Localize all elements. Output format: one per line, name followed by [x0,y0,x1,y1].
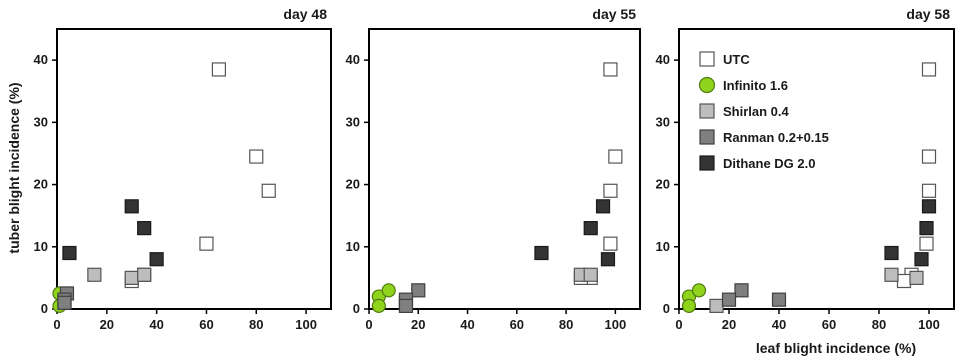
point-utc [896,273,912,289]
plot-frame [678,28,955,310]
point-dithane-dg-2-0 [149,252,164,267]
legend: UTC Infinito 1.6 Shirlan 0.4 Ranman 0.2+0.1… [698,51,829,171]
point-infinito-1-6 [371,298,386,313]
y-tick-label: 20 [34,177,48,192]
point-dithane-dg-2-0 [600,252,616,267]
y-tick-label: 30 [34,114,48,129]
x-tick-label: 100 [605,317,627,332]
point-utc [603,183,618,198]
plot-frame [368,28,641,310]
point-shirlan-0-4 [87,267,102,282]
point-infinito-1-6 [381,283,396,298]
y-tick-label: 20 [656,177,670,192]
point-dithane-dg-2-0 [595,199,611,214]
x-tick-label: 20 [100,317,114,332]
point-ranman-0-2-0-15 [721,292,737,307]
x-tick-label: 0 [365,317,372,332]
point-dithane-dg-2-0 [921,199,937,214]
panel-day-55: day 55 0 20 40 60 80 100 0 10 20 30 40 [346,6,641,332]
point-shirlan-0-4 [583,267,598,282]
point-dithane-dg-2-0 [884,245,899,261]
point-ranman-0-2-0-15 [57,295,72,310]
y-tick-label: 40 [346,52,360,67]
point-shirlan-0-4 [884,267,899,282]
legend-label-shirlan-0-4: Shirlan 0.4 [723,104,790,119]
point-ranman-0-2-0-15 [771,292,787,307]
panel-title: day 55 [592,6,636,22]
x-tick-label: 60 [199,317,213,332]
point-shirlan-0-4 [137,267,152,282]
point-shirlan-0-4 [124,270,139,285]
point-utc [199,236,214,251]
panel-title: day 48 [283,6,327,22]
legend-swatch-ranman-0-2-0-15 [699,129,715,145]
point-ranman-0-2-0-15 [411,283,426,298]
x-tick-label: 0 [675,317,682,332]
legend-label-utc: UTC [723,52,750,67]
point-dithane-dg-2-0 [583,221,598,236]
x-tick-label: 80 [559,317,573,332]
panel-day-48: day 48 0 20 40 60 80 100 0 10 20 30 40 [34,6,332,332]
x-tick-label: 80 [249,317,263,332]
y-tick-label: 10 [656,239,670,254]
point-dithane-dg-2-0 [914,252,929,267]
point-infinito-1-6 [691,283,707,298]
x-tick-label: 40 [772,317,786,332]
x-tick-label: 80 [872,317,886,332]
legend-swatch-dithane-dg-2-0 [699,155,715,171]
panel-day-58: day 58 0 20 40 60 80 100 0 10 20 30 40 UTC Infinito 1… [656,6,955,332]
y-tick-label: 10 [34,239,48,254]
x-tick-label: 60 [822,317,836,332]
legend-label-infinito-1-6: Infinito 1.6 [723,78,788,93]
point-utc [921,149,937,164]
x-axis-title: leaf blight incidence (%) [756,340,916,356]
x-tick-label: 40 [460,317,474,332]
point-utc [211,62,227,77]
point-utc [921,183,937,198]
point-utc [603,62,618,77]
point-dithane-dg-2-0 [919,221,934,236]
panel-title: day 58 [906,6,950,22]
point-dithane-dg-2-0 [534,245,549,261]
y-tick-label: 40 [656,52,670,67]
point-utc [921,62,937,77]
y-tick-label: 0 [41,301,48,316]
x-tick-label: 40 [149,317,163,332]
point-utc [603,236,618,251]
y-tick-label: 20 [346,177,360,192]
x-tick-label: 20 [411,317,425,332]
point-infinito-1-6 [681,298,697,313]
legend-swatch-infinito-1-6 [698,76,716,94]
y-tick-label: 30 [656,114,670,129]
x-tick-label: 60 [510,317,524,332]
point-utc [261,183,276,198]
y-tick-label: 40 [34,52,48,67]
point-shirlan-0-4 [909,270,924,285]
y-tick-label: 0 [353,301,360,316]
point-utc [249,149,264,164]
x-tick-label: 100 [918,317,940,332]
point-dithane-dg-2-0 [124,199,139,214]
y-tick-label: 30 [346,114,360,129]
y-axis-title: tuber blight incidence (%) [6,82,22,253]
x-tick-label: 100 [295,317,317,332]
x-tick-label: 20 [722,317,736,332]
y-tick-label: 0 [663,301,670,316]
legend-swatch-utc [699,51,715,67]
point-utc [608,149,623,164]
legend-label-ranman-0-2-0-15: Ranman 0.2+0.15 [723,130,829,145]
point-dithane-dg-2-0 [62,245,77,261]
legend-swatch-shirlan-0-4 [699,103,715,119]
point-dithane-dg-2-0 [137,221,152,236]
point-ranman-0-2-0-15 [734,283,749,298]
point-utc [919,236,934,251]
point-ranman-0-2-0-15 [398,298,414,313]
x-tick-label: 0 [53,317,60,332]
plot-frame [56,28,332,310]
point-shirlan-0-4 [709,298,724,313]
legend-label-dithane-dg-2-0: Dithane DG 2.0 [723,156,815,171]
y-tick-label: 10 [346,239,360,254]
